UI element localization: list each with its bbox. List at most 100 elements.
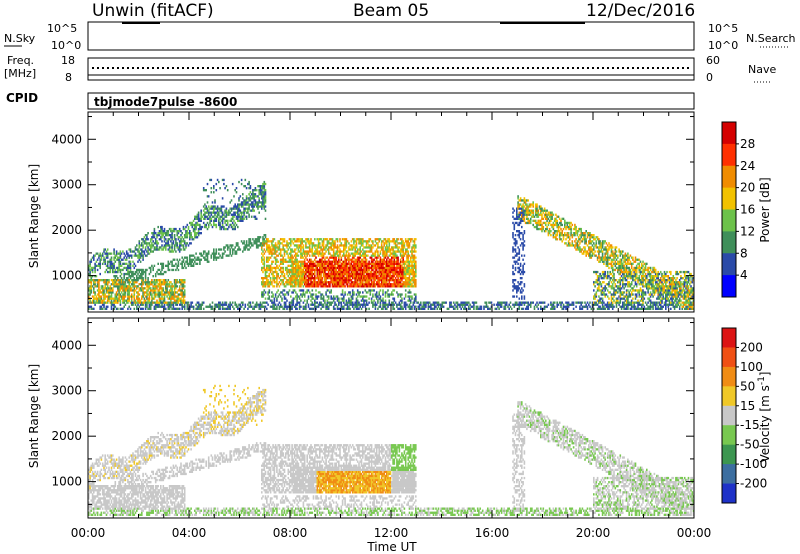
echo-cell	[258, 303, 260, 306]
echo-cell	[109, 289, 112, 292]
echo-cell	[125, 277, 128, 280]
echo-cell	[360, 299, 363, 302]
echo-cell	[306, 264, 308, 267]
echo-cell	[292, 289, 295, 292]
echo-cell	[288, 277, 291, 280]
echo-cell	[176, 281, 178, 284]
echo-cell	[120, 252, 123, 255]
echo-cell	[311, 246, 314, 249]
echo-cell	[396, 256, 398, 259]
echo-cell	[225, 219, 228, 222]
echo-cell	[149, 293, 152, 296]
echo-cell	[305, 250, 307, 253]
echo-cell	[245, 240, 248, 243]
echo-cell	[238, 303, 240, 306]
echo-cell	[128, 281, 130, 284]
echo-cell	[387, 305, 389, 308]
echo-cell	[287, 279, 290, 282]
echo-cell	[142, 289, 144, 292]
echo-cell	[388, 248, 391, 251]
echo-cell	[369, 262, 372, 265]
echo-cell	[387, 285, 389, 288]
echo-cell	[136, 287, 138, 290]
echo-cell	[151, 297, 153, 300]
echo-cell	[332, 307, 335, 310]
echo-cell	[334, 242, 336, 245]
echo-cell	[139, 252, 142, 255]
echo-cell	[154, 287, 157, 290]
echo-cell	[181, 262, 183, 265]
echo-cell	[130, 301, 133, 304]
echo-cell	[94, 297, 96, 300]
echo-cell	[123, 305, 125, 308]
echo-cell	[214, 305, 216, 308]
echo-cell	[172, 258, 175, 261]
echo-cell	[406, 268, 408, 272]
echo-cell	[149, 289, 152, 292]
echo-cell	[90, 277, 93, 280]
echo-cell	[325, 283, 327, 286]
echo-cell	[171, 287, 173, 290]
echo-cell	[334, 262, 336, 265]
echo-cell	[215, 182, 218, 186]
echo-cell	[298, 264, 301, 267]
echo-cell	[336, 281, 339, 284]
echo-cell	[190, 305, 192, 308]
echo-cell	[237, 211, 239, 214]
echo-cell	[177, 295, 180, 298]
echo-cell	[316, 264, 319, 267]
echo-cell	[187, 264, 190, 267]
echo-cell	[338, 272, 340, 276]
echo-cell	[320, 281, 322, 284]
echo-cell	[308, 258, 311, 261]
echo-cell	[229, 244, 231, 247]
echo-cell	[210, 207, 213, 210]
echo-cell	[243, 246, 245, 249]
echo-cell	[316, 283, 319, 286]
echo-cell	[244, 199, 247, 202]
echo-cell	[334, 270, 336, 274]
echo-cell	[351, 289, 354, 292]
echo-cell	[344, 238, 346, 241]
echo-cell	[220, 215, 223, 218]
echo-cell	[239, 195, 242, 198]
echo-cell	[382, 272, 384, 276]
echo-cell	[89, 260, 91, 263]
echo-cell	[351, 297, 354, 300]
echo-cell	[370, 301, 373, 304]
echo-cell	[407, 246, 409, 249]
echo-cell	[283, 250, 286, 253]
echo-cell	[161, 295, 163, 298]
echo-cell	[408, 260, 411, 263]
echo-cell	[177, 246, 180, 249]
echo-cell	[158, 295, 161, 298]
echo-cell	[202, 213, 205, 216]
echo-cell	[380, 268, 383, 272]
echo-cell	[147, 293, 149, 296]
echo-cell	[89, 301, 91, 304]
echo-cell	[368, 264, 370, 267]
echo-cell	[409, 268, 412, 272]
echo-cell	[254, 187, 257, 190]
echo-cell	[149, 291, 152, 294]
echo-cell	[382, 281, 384, 284]
echo-cell	[332, 260, 335, 263]
echo-cell	[384, 283, 387, 286]
echo-cell	[301, 277, 303, 280]
echo-cell	[345, 250, 348, 253]
echo-cell	[397, 277, 399, 280]
echo-cell	[325, 285, 327, 288]
echo-cell	[302, 252, 305, 255]
echo-cell	[189, 256, 191, 259]
echo-cell	[160, 272, 162, 276]
echo-cell	[386, 279, 388, 282]
echo-cell	[369, 238, 372, 241]
echo-cell	[167, 297, 170, 300]
echo-cell	[386, 244, 388, 247]
echo-cell	[94, 291, 96, 294]
echo-cell	[349, 277, 351, 280]
echo-cell	[195, 262, 197, 265]
echo-cell	[327, 240, 330, 243]
echo-cell	[332, 277, 335, 280]
echo-cell	[181, 287, 183, 290]
